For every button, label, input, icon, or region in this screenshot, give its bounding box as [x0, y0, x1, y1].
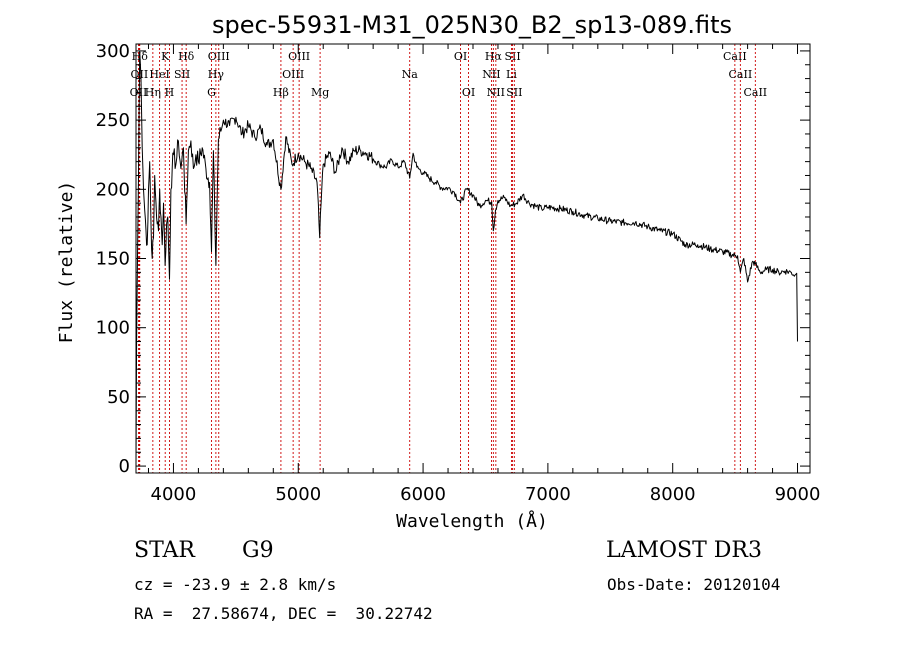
axis-ticks: 4000 5000 6000 7000 8000 9000 0 50 100 150 200 250 3…: [96, 41, 821, 505]
spectral-line-label-23: Mg: [311, 86, 329, 99]
object-subclass: G9: [242, 538, 274, 563]
spectral-line-label-6: Hα: [485, 50, 503, 63]
spectral-line-label-27: CaII: [743, 86, 767, 99]
x-tick-label: 7000: [525, 484, 571, 505]
y-tick-label: 300: [96, 41, 130, 62]
x-tick-label: 5000: [275, 484, 321, 505]
survey-name: LAMOST DR3: [606, 538, 762, 563]
x-tick-label: 9000: [775, 484, 821, 505]
spectral-line-label-22: Hβ: [273, 86, 289, 99]
spectral-line-label-15: NII: [482, 68, 500, 81]
x-tick-label: 6000: [400, 484, 446, 505]
spectrum-layer: [135, 50, 798, 467]
spectral-line-label-26: SII: [506, 86, 522, 99]
object-class: STAR: [134, 538, 195, 563]
spectral-line-label-4: OIII: [288, 50, 310, 63]
spectral-line-label-17: CaII: [729, 68, 753, 81]
sky-coordinates: RA = 27.58674, DEC = 30.22742: [134, 604, 433, 623]
spectral-line-label-16: Li: [506, 68, 517, 81]
x-axis-label: Wavelength (Å): [396, 510, 548, 532]
spectral-line-label-21: G: [207, 86, 216, 99]
y-tick-label: 0: [119, 456, 130, 477]
spectral-line-markers: HδKHδOIIIOIIIOIHαSIICaIIOIIHeISIIHγOIIIN…: [130, 44, 767, 473]
spectral-line-label-10: HeI: [149, 68, 169, 81]
y-axis-label: Flux (relative): [56, 181, 77, 344]
spectral-line-label-12: Hγ: [208, 68, 225, 81]
observation-date: Obs-Date: 20120104: [607, 575, 781, 594]
spectral-line-label-1: K: [161, 50, 170, 63]
spectral-line-label-8: CaII: [723, 50, 747, 63]
x-tick-label: 8000: [650, 484, 696, 505]
spectral-line-label-19: Hη: [145, 86, 161, 99]
spectral-line-label-2: Hδ: [178, 50, 195, 63]
spectral-line-label-20: H: [165, 86, 175, 99]
spectral-line-label-11: SII: [174, 68, 190, 81]
chart-title: spec-55931-M31_025N30_B2_sp13-089.fits: [212, 11, 732, 39]
y-tick-label: 150: [96, 249, 130, 270]
spectral-line-label-13: OIII: [282, 68, 304, 81]
spectral-line-label-3: OIII: [208, 50, 230, 63]
y-tick-label: 50: [107, 387, 130, 408]
spectral-line-label-25: NII: [487, 86, 505, 99]
y-tick-label: 250: [96, 110, 130, 131]
x-tick-label: 4000: [151, 484, 197, 505]
spectral-line-label-24: OI: [462, 86, 475, 99]
spectrum-line: [135, 50, 798, 467]
spectral-line-label-14: Na: [402, 68, 419, 81]
y-tick-label: 200: [96, 179, 130, 200]
spectral-line-label-5: OI: [454, 50, 467, 63]
y-tick-label: 100: [96, 318, 130, 339]
plot-frame: [135, 43, 811, 474]
redshift-velocity: cz = -23.9 ± 2.8 km/s: [134, 575, 337, 594]
spectral-line-label-7: SII: [504, 50, 520, 63]
